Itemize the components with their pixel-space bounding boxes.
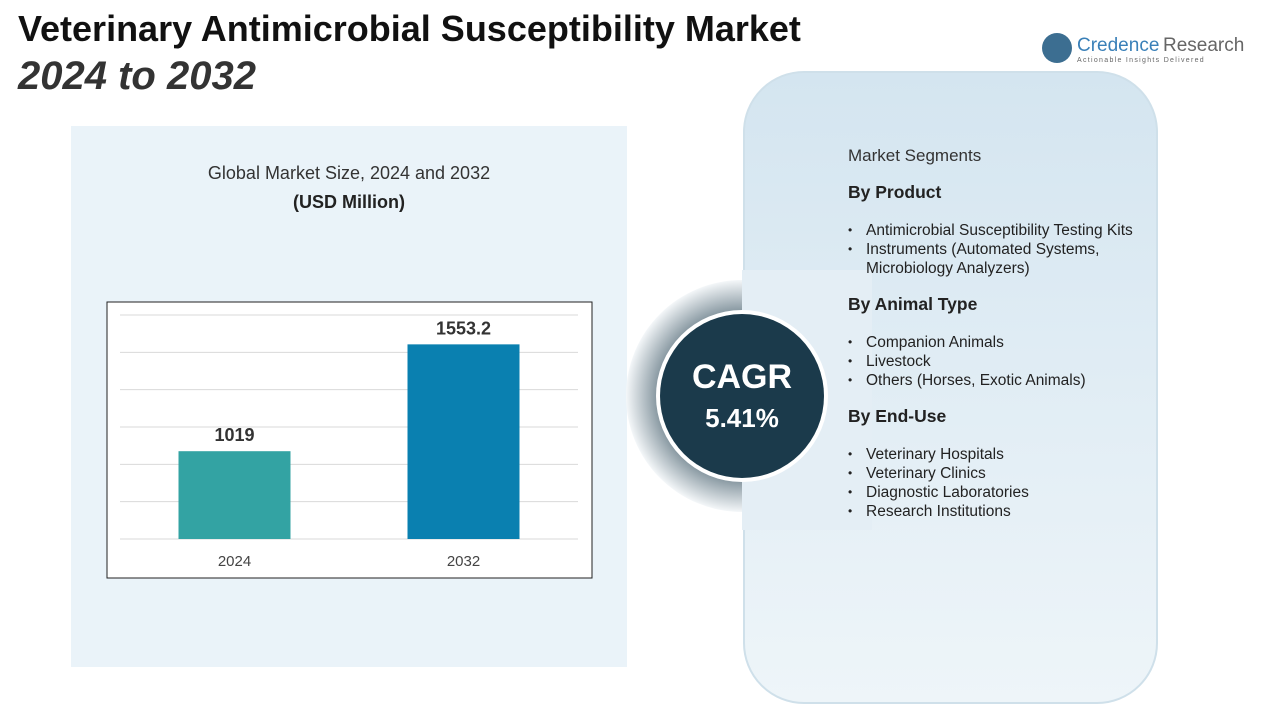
value-label: 1019	[214, 425, 254, 445]
segment-list: Antimicrobial Susceptibility Testing Kit…	[848, 221, 1138, 278]
segment-item: Research Institutions	[848, 502, 1138, 521]
segment-item: Others (Horses, Exotic Animals)	[848, 371, 1138, 390]
logo-brand2: Research	[1163, 35, 1244, 56]
bar	[407, 344, 520, 539]
plot: 1019 2024 1553.2 2032	[120, 314, 578, 570]
segments: Market Segments By Product Antimicrobial …	[848, 146, 1138, 521]
segment-item: Companion Animals	[848, 333, 1138, 352]
value-label: 1553.2	[436, 318, 491, 338]
segment-item: Instruments (Automated Systems, Microbio…	[848, 240, 1138, 278]
x-tick-label: 2024	[218, 553, 251, 570]
title: Veterinary Antimicrobial Susceptibility …	[18, 8, 801, 49]
segment-item: Livestock	[848, 352, 1138, 371]
segment-item: Veterinary Hospitals	[848, 445, 1138, 464]
chart-subtitle: (USD Million)	[293, 192, 405, 212]
cagr-value: 5.41%	[705, 403, 779, 433]
segment-item: Antimicrobial Susceptibility Testing Kit…	[848, 221, 1138, 240]
bar	[178, 451, 291, 539]
segment-title: By End-Use	[848, 406, 947, 426]
segment-item: Diagnostic Laboratories	[848, 483, 1138, 502]
segment-list: Veterinary HospitalsVeterinary ClinicsDi…	[848, 445, 1138, 521]
chart-title: Global Market Size, 2024 and 2032	[208, 163, 490, 183]
segment-item: Veterinary Clinics	[848, 464, 1138, 483]
logo-icon	[1042, 33, 1072, 63]
subtitle: 2024 to 2032	[18, 54, 256, 98]
segments-heading: Market Segments	[848, 146, 982, 165]
logo-brand: Credence	[1077, 35, 1159, 56]
segment-title: By Product	[848, 182, 942, 202]
segment-title: By Animal Type	[848, 294, 978, 314]
x-tick-label: 2032	[447, 553, 480, 570]
cagr-circle	[660, 314, 824, 478]
logo: Credence Research Actionable Insights De…	[1042, 33, 1244, 64]
segment-list: Companion AnimalsLivestockOthers (Horses…	[848, 333, 1138, 390]
logo-tagline: Actionable Insights Delivered	[1077, 57, 1205, 64]
cagr-label: CAGR	[692, 358, 792, 396]
